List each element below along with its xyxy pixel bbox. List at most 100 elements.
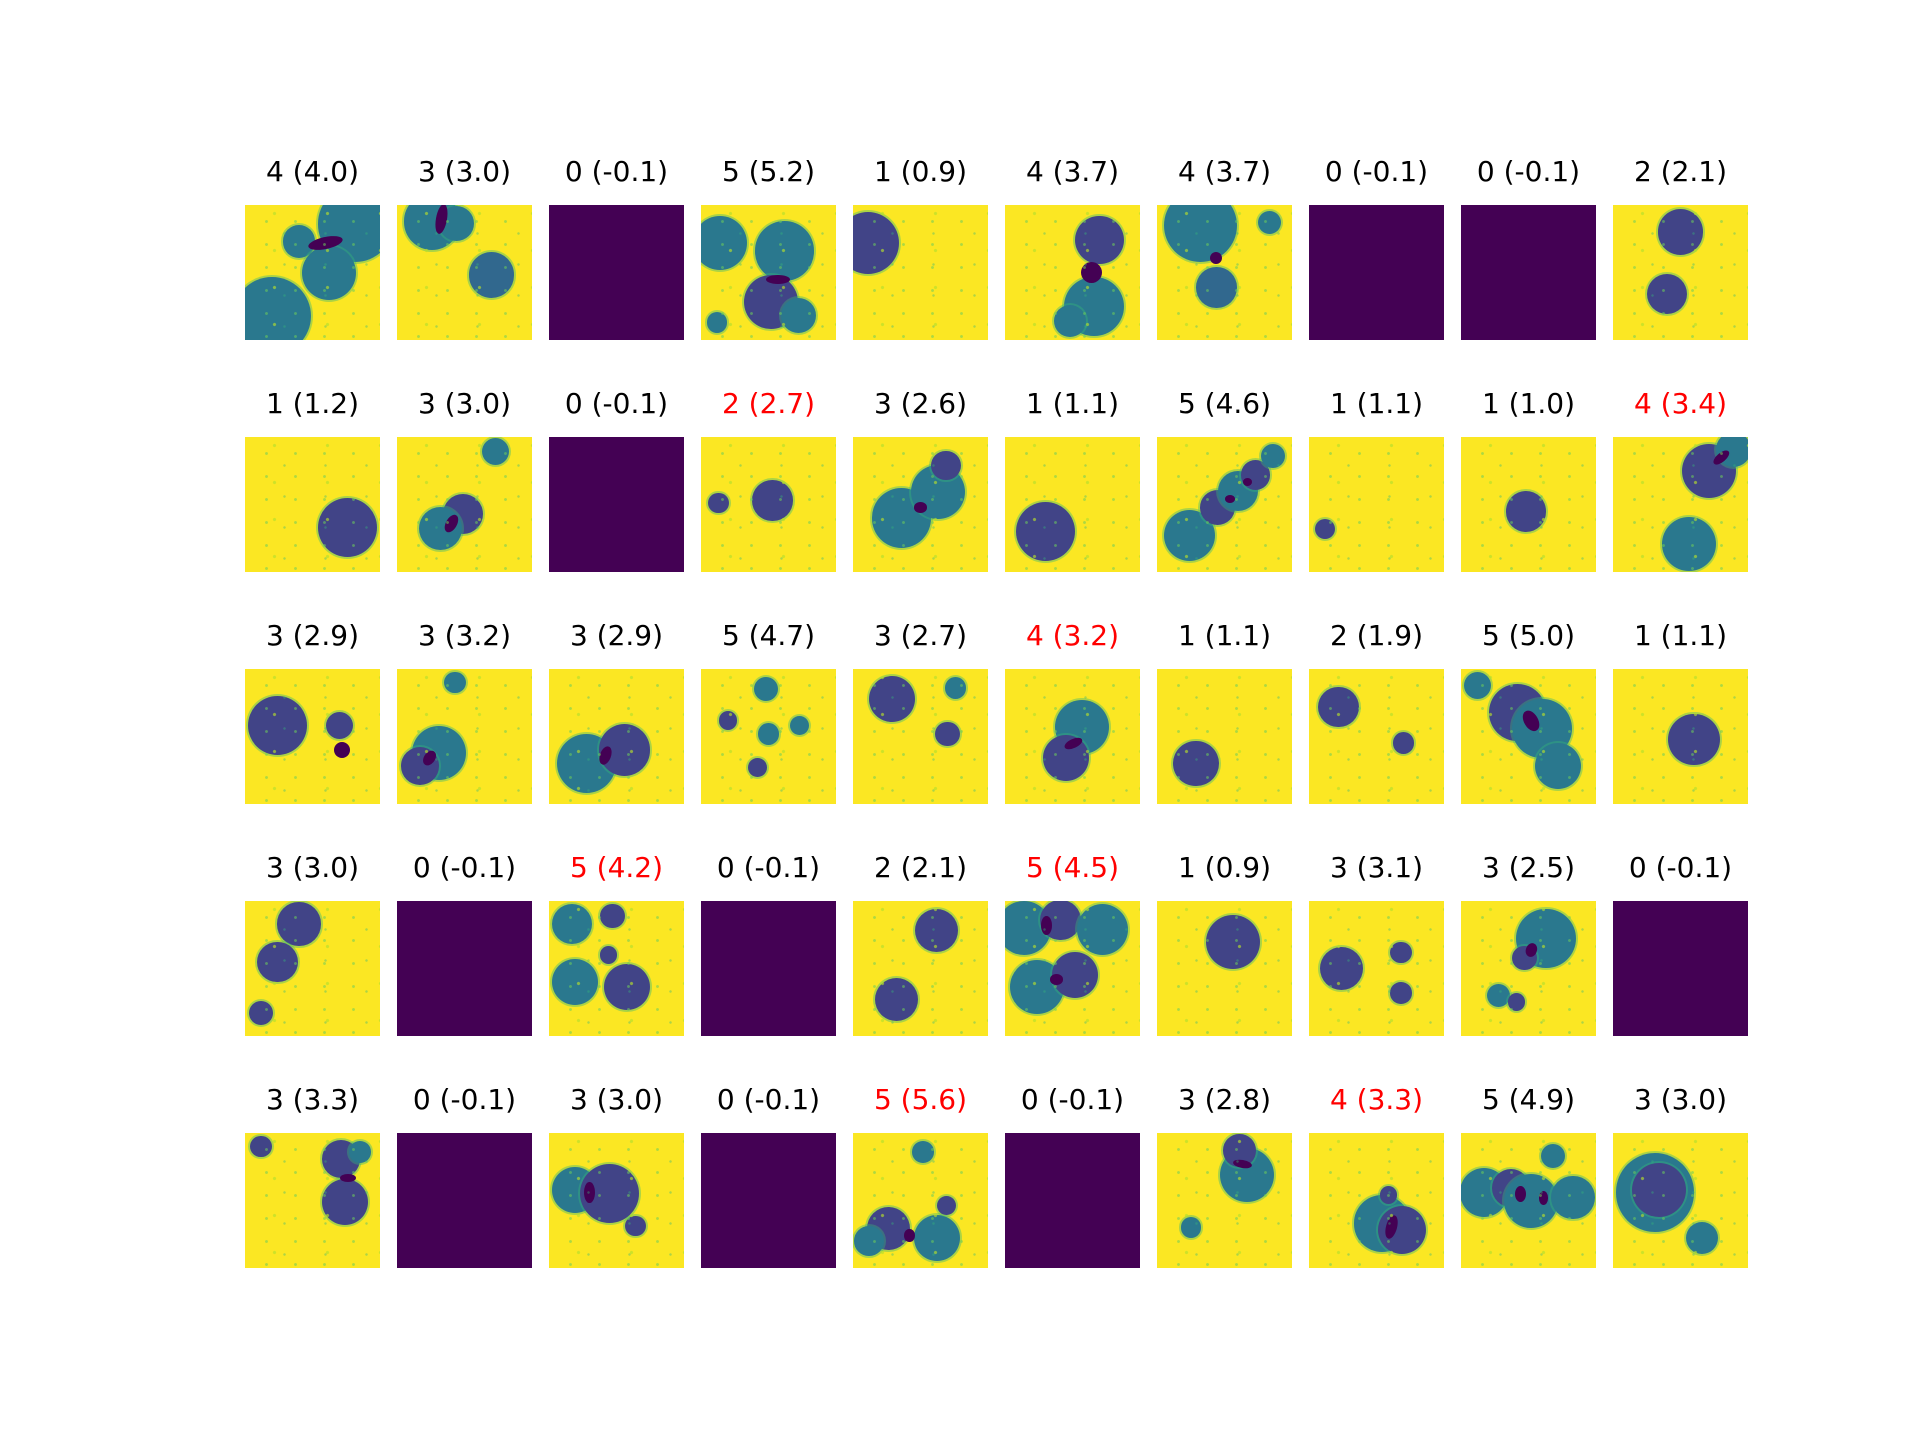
sample-title: 3 (3.2) xyxy=(417,619,512,652)
sample-title: 1 (1.2) xyxy=(265,387,360,420)
sample-cell: 3 (2.7) xyxy=(853,616,988,804)
object-circle xyxy=(551,903,593,945)
sample-image xyxy=(1613,1133,1748,1268)
object-circle xyxy=(1507,993,1526,1012)
sample-image xyxy=(397,437,532,572)
sample-image xyxy=(1309,1133,1444,1268)
object-circle xyxy=(1540,1143,1565,1169)
sample-image-empty xyxy=(701,1133,836,1268)
object-circle xyxy=(418,507,462,551)
sample-image xyxy=(1461,437,1596,572)
object-circle xyxy=(944,677,967,699)
sample-image xyxy=(1157,901,1292,1036)
sample-cell: 0 (-0.1) xyxy=(701,848,836,1036)
sample-title: 4 (3.2) xyxy=(1025,619,1120,652)
object-circle xyxy=(326,712,353,740)
object-circle xyxy=(1668,713,1720,765)
overlap-shadow xyxy=(904,1228,916,1243)
sample-cell: 2 (2.7) xyxy=(701,384,836,572)
object-circle xyxy=(1260,443,1286,469)
sample-image xyxy=(397,669,532,804)
object-circle xyxy=(1257,211,1281,234)
sample-cell: 3 (3.1) xyxy=(1309,848,1444,1036)
sample-cell: 4 (4.0) xyxy=(245,152,380,340)
sample-title: 1 (1.1) xyxy=(1177,619,1272,652)
sample-cell: 0 (-0.1) xyxy=(1461,152,1596,340)
object-circle xyxy=(277,902,321,946)
figure-canvas: 4 (4.0) 3 (3.0) 0 (-0.1) 5 (5.2) 1 (0.9) 4 (3… xyxy=(245,152,1748,1268)
sample-title: 2 (2.7) xyxy=(721,387,816,420)
object-circle xyxy=(757,723,780,745)
object-circle xyxy=(755,221,815,281)
overlap-shadow xyxy=(339,1173,356,1182)
sample-image xyxy=(1157,669,1292,804)
sample-cell: 3 (2.8) xyxy=(1157,1080,1292,1268)
sample-title: 0 (-0.1) xyxy=(1628,851,1733,884)
sample-title: 3 (3.0) xyxy=(265,851,360,884)
sample-cell: 3 (3.0) xyxy=(397,152,532,340)
object-circle xyxy=(321,1178,368,1225)
sample-image xyxy=(1461,1133,1596,1268)
sample-cell: 3 (2.6) xyxy=(853,384,988,572)
sample-cell: 1 (1.1) xyxy=(1613,616,1748,804)
sample-image xyxy=(549,1133,684,1268)
object-circle xyxy=(1685,1222,1719,1255)
sample-image xyxy=(245,437,380,572)
sample-title: 3 (3.3) xyxy=(265,1083,360,1116)
overlap-shadow xyxy=(765,274,791,284)
object-circle xyxy=(1318,686,1359,728)
sample-cell: 1 (1.1) xyxy=(1309,384,1444,572)
sample-title: 3 (3.0) xyxy=(417,155,512,188)
sample-title: 0 (-0.1) xyxy=(716,1083,821,1116)
figure-grid: 4 (4.0) 3 (3.0) 0 (-0.1) 5 (5.2) 1 (0.9) 4 (3… xyxy=(245,152,1748,1268)
sample-cell: 3 (2.5) xyxy=(1461,848,1596,1036)
sample-cell: 0 (-0.1) xyxy=(1309,152,1444,340)
sample-cell: 5 (5.2) xyxy=(701,152,836,340)
overlap-shadow xyxy=(1210,251,1223,264)
sample-cell: 2 (1.9) xyxy=(1309,616,1444,804)
sample-title: 3 (2.8) xyxy=(1177,1083,1272,1116)
object-circle xyxy=(444,671,466,694)
sample-title: 3 (2.6) xyxy=(873,387,968,420)
object-circle xyxy=(931,450,961,481)
sample-title: 1 (1.1) xyxy=(1633,619,1728,652)
object-circle xyxy=(1076,903,1128,955)
sample-cell: 3 (3.2) xyxy=(397,616,532,804)
sample-image-empty xyxy=(1309,205,1444,340)
object-circle xyxy=(1163,205,1237,262)
object-circle xyxy=(249,1000,274,1026)
sample-cell: 5 (5.6) xyxy=(853,1080,988,1268)
sample-cell: 1 (0.9) xyxy=(853,152,988,340)
object-circle xyxy=(854,1226,885,1256)
object-circle xyxy=(301,245,356,300)
object-circle xyxy=(1463,671,1491,699)
sample-image xyxy=(701,669,836,804)
sample-cell: 5 (4.7) xyxy=(701,616,836,804)
object-circle xyxy=(1379,1186,1398,1204)
sample-title: 3 (2.9) xyxy=(265,619,360,652)
sample-image xyxy=(245,669,380,804)
sample-image xyxy=(1005,669,1140,804)
sample-title: 5 (4.7) xyxy=(721,619,816,652)
object-circle xyxy=(915,909,959,953)
sample-title: 4 (3.3) xyxy=(1329,1083,1424,1116)
sample-cell: 3 (3.0) xyxy=(1613,1080,1748,1268)
object-circle xyxy=(935,721,960,746)
object-circle xyxy=(874,977,918,1022)
object-circle xyxy=(1646,273,1688,315)
sample-cell: 4 (3.4) xyxy=(1613,384,1748,572)
object-circle xyxy=(853,211,899,274)
object-circle xyxy=(247,696,308,756)
sample-title: 0 (-0.1) xyxy=(1324,155,1429,188)
sample-image xyxy=(1309,437,1444,572)
sample-title: 4 (4.0) xyxy=(265,155,360,188)
sample-image xyxy=(701,205,836,340)
object-circle xyxy=(790,716,809,736)
sample-cell: 4 (3.7) xyxy=(1005,152,1140,340)
sample-image xyxy=(245,205,380,340)
sample-title: 4 (3.7) xyxy=(1025,155,1120,188)
object-circle xyxy=(869,675,916,722)
sample-title: 1 (0.9) xyxy=(1177,851,1272,884)
sample-cell: 2 (2.1) xyxy=(853,848,988,1036)
sample-title: 0 (-0.1) xyxy=(564,387,669,420)
